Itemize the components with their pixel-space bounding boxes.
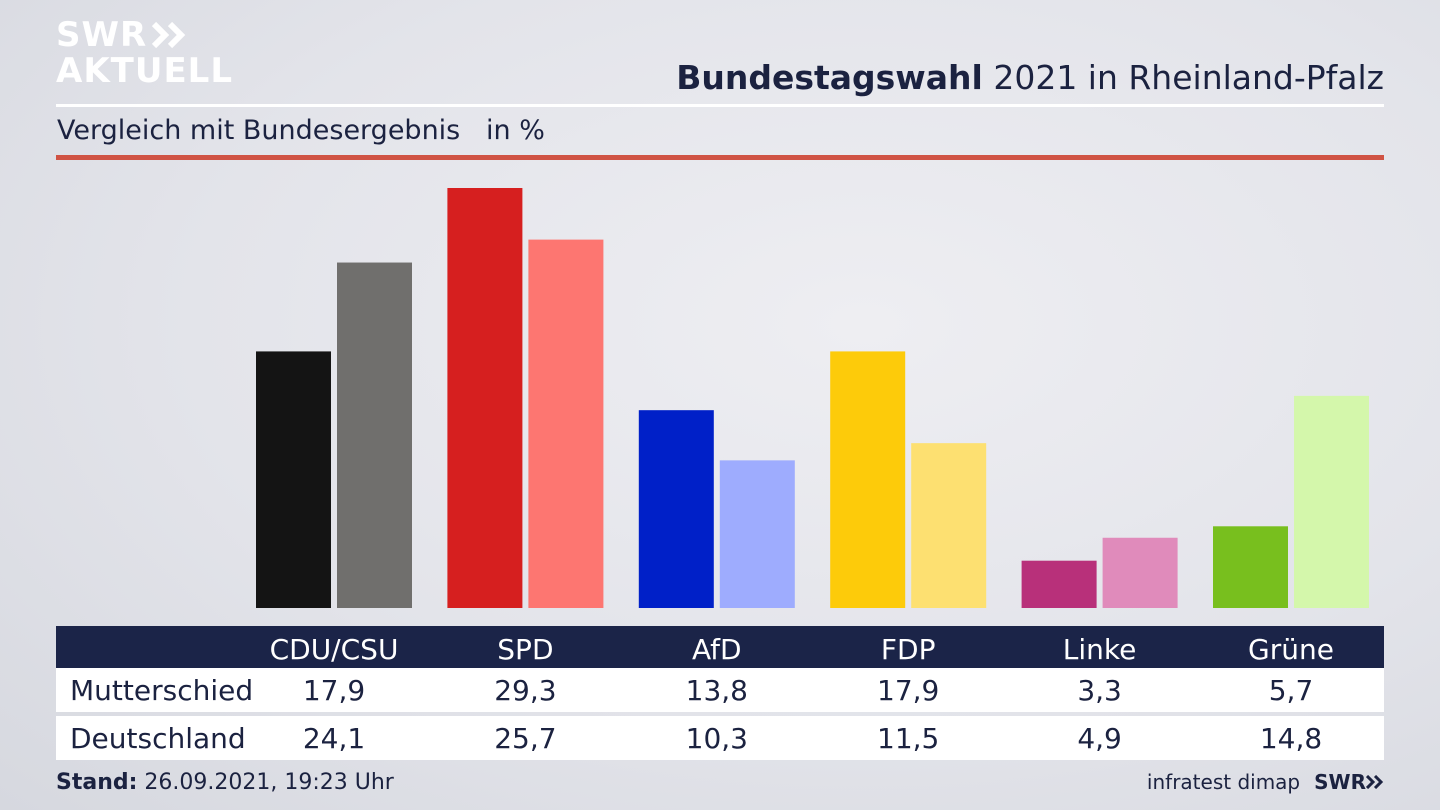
- column-header: AfD: [692, 632, 742, 666]
- bar-spd-deutschland: [528, 239, 604, 608]
- bar-cdu-csu-mutterschied: [256, 351, 331, 608]
- table-cell: 3,3: [1077, 673, 1122, 707]
- timestamp: Stand: 26.09.2021, 19:23 Uhr: [56, 770, 394, 795]
- brand-text: SWR: [1314, 770, 1366, 794]
- bar-fdp-deutschland: [911, 443, 987, 608]
- row-label: Mutterschied: [70, 673, 254, 707]
- bar-cdu-csu-deutschland: [337, 262, 412, 608]
- title-divider: [56, 104, 1384, 107]
- swr-brand: SWR: [1314, 770, 1384, 794]
- double-chevron-icon: [1366, 775, 1384, 789]
- accent-divider: [56, 155, 1384, 160]
- title-bold: Bundestagswahl: [676, 58, 983, 97]
- swr-aktuell-logo: SWR AKTUELL: [56, 18, 233, 88]
- table-cell: 11,5: [877, 721, 940, 755]
- table-cell: 13,8: [685, 673, 748, 707]
- column-header: CDU/CSU: [269, 632, 399, 666]
- stand-label: Stand:: [56, 770, 138, 795]
- table-cell: 14,8: [1259, 721, 1323, 755]
- logo-aktuell: AKTUELL: [56, 51, 234, 91]
- bar-gr-ne-deutschland: [1294, 395, 1369, 608]
- results-table: CDU/CSU SPD AfD FDP Linke Grüne Mutterschied …: [56, 626, 1384, 760]
- source-credit: infratest dimap SWR: [1147, 770, 1384, 794]
- table-cell: 17,9: [302, 673, 366, 707]
- table-header: CDU/CSU SPD AfD FDP Linke Grüne: [56, 626, 1384, 668]
- table-cell: 24,1: [302, 721, 366, 755]
- bar-fdp-mutterschied: [830, 351, 906, 608]
- bar-afd-deutschland: [719, 460, 795, 608]
- table-cell: 10,3: [685, 721, 748, 755]
- column-header: Grüne: [1248, 632, 1334, 666]
- column-header: SPD: [497, 632, 554, 666]
- table-cell: 4,9: [1077, 721, 1122, 755]
- page-title: Bundestagswahl 2021 in Rheinland-Pfalz: [676, 58, 1384, 97]
- title-rest: 2021 in Rheinland-Pfalz: [982, 58, 1384, 97]
- bar-linke-mutterschied: [1021, 560, 1097, 608]
- table-row-deutschland: Deutschland 24,1 25,7 10,3 11,5 4,9 14,8: [56, 716, 1384, 760]
- table-cell: 5,7: [1268, 673, 1314, 707]
- bar-gr-ne-mutterschied: [1213, 526, 1288, 608]
- table-row-mutterschied: Mutterschied 17,9 29,3 13,8 17,9 3,3 5,7: [56, 668, 1384, 712]
- bar-linke-deutschland: [1102, 537, 1178, 608]
- row-label: Deutschland: [70, 721, 246, 755]
- bar-spd-mutterschied: [447, 188, 523, 608]
- double-chevron-icon: [152, 21, 186, 49]
- table-cell: 17,9: [877, 673, 940, 707]
- credit-text: infratest dimap: [1146, 770, 1301, 794]
- logo-swr: SWR: [56, 15, 148, 55]
- bar-chart: [256, 188, 1369, 608]
- table-cell: 29,3: [494, 673, 557, 707]
- bar-afd-mutterschied: [638, 410, 714, 608]
- stand-value: 26.09.2021, 19:23 Uhr: [137, 770, 394, 795]
- table-cell: 25,7: [494, 721, 557, 755]
- column-header: FDP: [880, 632, 936, 666]
- column-header: Linke: [1062, 632, 1137, 666]
- chart-subtitle: Vergleich mit Bundesergebnis in %: [57, 115, 545, 146]
